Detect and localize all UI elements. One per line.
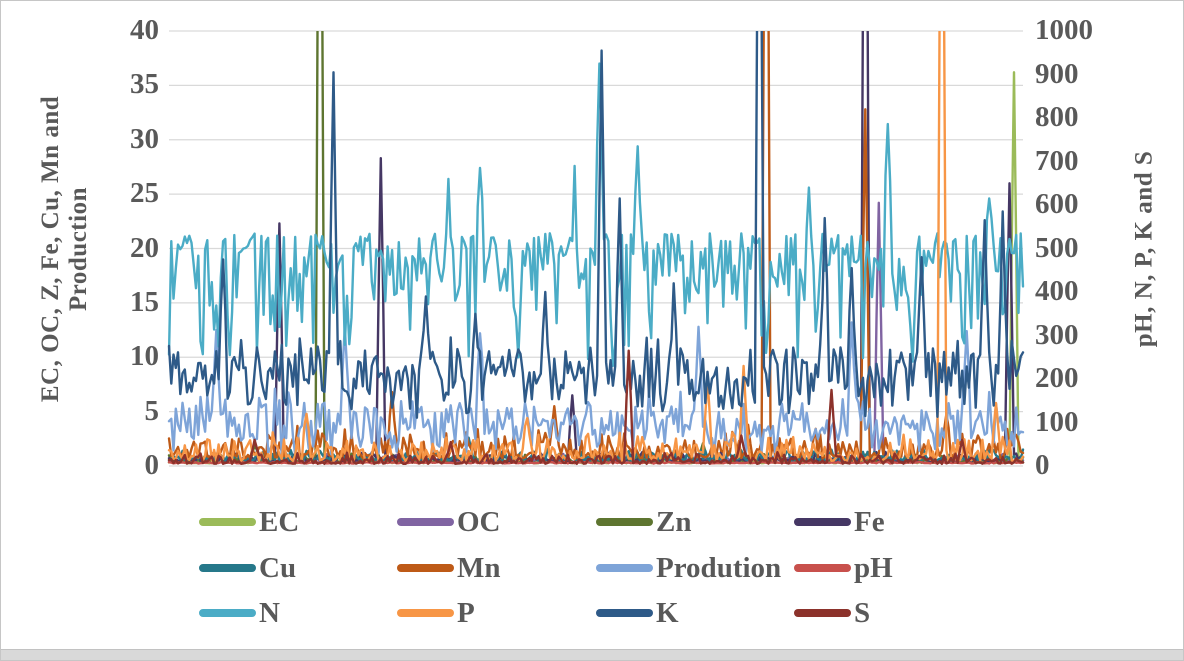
legend-swatch-oc [397, 518, 454, 526]
legend-swatch-fe [794, 518, 851, 526]
legend-item-mn: Mn [397, 552, 501, 584]
legend-item-s: S [794, 597, 870, 629]
right-axis-tick-label: 700 [1035, 144, 1079, 177]
left-axis-tick-label: 25 [130, 177, 159, 210]
legend-label: Prodution [656, 551, 782, 584]
right-axis-tick-label: 400 [1035, 274, 1079, 307]
left-axis-tick-label: 15 [130, 285, 159, 318]
legend-item-fe: Fe [794, 506, 885, 538]
legend-swatch-ph [794, 564, 851, 572]
legend-item-prodution: Prodution [596, 552, 781, 584]
legend-label: Mn [457, 551, 501, 584]
legend-label: Fe [854, 505, 885, 538]
legend-label: Cu [259, 551, 297, 584]
legend-item-p: P [397, 597, 475, 629]
left-axis-tick-label: 10 [130, 340, 159, 373]
series-line-k [167, 31, 1025, 419]
left-axis-ticks: 40 35 30 25 20 15 10 5 0 [109, 1, 159, 481]
series-line-prodution [167, 321, 1025, 458]
legend-swatch-prodution [596, 564, 653, 572]
legend-item-oc: OC [397, 506, 501, 538]
legend-swatch-ec [199, 518, 256, 526]
right-axis-ticks: 1000 900 800 700 600 500 400 300 200 100 0 [1035, 1, 1125, 481]
series-line-n [167, 62, 1025, 368]
window-bottom-strip [1, 649, 1183, 660]
left-axis-tick-label: 5 [144, 394, 160, 427]
right-axis-tick-label: 1000 [1035, 13, 1093, 46]
right-axis-tick-label: 100 [1035, 405, 1079, 438]
right-axis-tick-label: 600 [1035, 187, 1079, 220]
right-axis-tick-label: 0 [1035, 448, 1050, 481]
legend-item-ph: pH [794, 552, 893, 584]
legend-label: S [854, 596, 871, 629]
legend-swatch-zn [596, 518, 653, 526]
legend-item-zn: Zn [596, 506, 691, 538]
legend-swatch-s [794, 609, 851, 617]
legend-item-ec: EC [199, 506, 299, 538]
legend-swatch-k [596, 609, 653, 617]
left-axis-tick-label: 40 [130, 13, 159, 46]
legend-item-cu: Cu [199, 552, 296, 584]
legend-label: OC [457, 505, 501, 538]
legend-item-n: N [199, 597, 280, 629]
right-axis-tick-label: 200 [1035, 361, 1079, 394]
legend: EC OC Zn Fe Cu Mn Prodution pH N P K S [1, 499, 1183, 639]
right-axis-tick-label: 800 [1035, 100, 1079, 133]
legend-swatch-mn [397, 564, 454, 572]
legend-label: pH [854, 551, 893, 584]
right-axis-tick-label: 300 [1035, 318, 1079, 351]
legend-item-k: K [596, 597, 679, 629]
legend-label: EC [259, 505, 300, 538]
legend-label: P [457, 596, 475, 629]
right-axis-tick-label: 500 [1035, 231, 1079, 264]
right-axis-tick-label: 900 [1035, 57, 1079, 90]
legend-label: Zn [656, 505, 692, 538]
left-axis-tick-label: 20 [130, 231, 159, 264]
left-axis-tick-label: 30 [130, 122, 159, 155]
legend-swatch-cu [199, 564, 256, 572]
left-axis-tick-label: 0 [144, 448, 160, 481]
legend-swatch-n [199, 609, 256, 617]
series-line-s [167, 349, 1025, 465]
left-axis-tick-label: 35 [130, 68, 159, 101]
legend-label: N [259, 596, 280, 629]
legend-swatch-p [397, 609, 454, 617]
legend-label: K [656, 596, 679, 629]
